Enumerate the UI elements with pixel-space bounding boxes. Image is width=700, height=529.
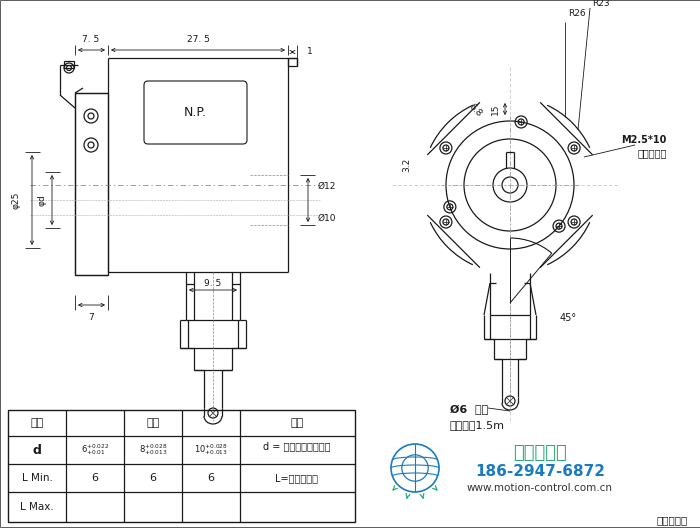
Text: φ25: φ25: [11, 191, 20, 208]
Text: $6^{+0.022}_{+0.01}$: $6^{+0.022}_{+0.01}$: [80, 443, 109, 458]
Text: 15: 15: [491, 103, 500, 115]
Text: L Max.: L Max.: [20, 502, 54, 512]
Text: 标准长度1.5m: 标准长度1.5m: [450, 420, 505, 430]
Text: 尺尺: 尺尺: [146, 418, 160, 428]
Text: 内六角螺钉: 内六角螺钉: [638, 148, 667, 158]
Text: Ø10: Ø10: [318, 214, 337, 223]
Text: 1: 1: [307, 48, 313, 57]
Text: L=联接轴长度: L=联接轴长度: [276, 473, 318, 483]
Text: 西安德伍拓: 西安德伍拓: [513, 444, 567, 462]
Text: 27. 5: 27. 5: [187, 35, 209, 44]
Bar: [8, 410, 355, 522]
Text: R26: R26: [568, 10, 586, 19]
Text: 9. 5: 9. 5: [204, 279, 222, 288]
Text: N.P.: N.P.: [183, 105, 206, 118]
Text: 45°: 45°: [559, 313, 577, 323]
Text: d: d: [33, 443, 41, 457]
Text: 7: 7: [88, 314, 94, 323]
Text: 6: 6: [150, 473, 157, 483]
Text: 代码: 代码: [30, 418, 43, 428]
Text: 6.8: 6.8: [467, 102, 483, 118]
Text: www.motion-control.com.cn: www.motion-control.com.cn: [467, 483, 613, 493]
Text: 6: 6: [92, 473, 99, 483]
Text: 186-2947-6872: 186-2947-6872: [475, 464, 605, 479]
Text: d = 编码器孔径和公差: d = 编码器孔径和公差: [263, 441, 330, 451]
Text: φd: φd: [38, 194, 46, 206]
Text: 单位：毫米: 单位：毫米: [657, 515, 688, 525]
Text: 说明: 说明: [290, 418, 304, 428]
Bar: [288, 58, 297, 66]
Text: 3.2: 3.2: [402, 158, 412, 172]
Bar: [64, 61, 74, 68]
Text: 7. 5: 7. 5: [83, 35, 99, 44]
Bar: [75, 93, 108, 275]
Text: $8^{+0.028}_{+0.013}$: $8^{+0.028}_{+0.013}$: [139, 443, 167, 458]
Text: Ø12: Ø12: [318, 181, 337, 190]
Text: M2.5*10: M2.5*10: [622, 135, 667, 145]
Text: 6: 6: [207, 473, 214, 483]
Text: $10^{+0.028}_{+0.013}$: $10^{+0.028}_{+0.013}$: [194, 443, 228, 458]
Text: R23: R23: [592, 0, 610, 8]
Text: L Min.: L Min.: [22, 473, 52, 483]
Text: Ø6  电缆: Ø6 电缆: [450, 405, 489, 415]
